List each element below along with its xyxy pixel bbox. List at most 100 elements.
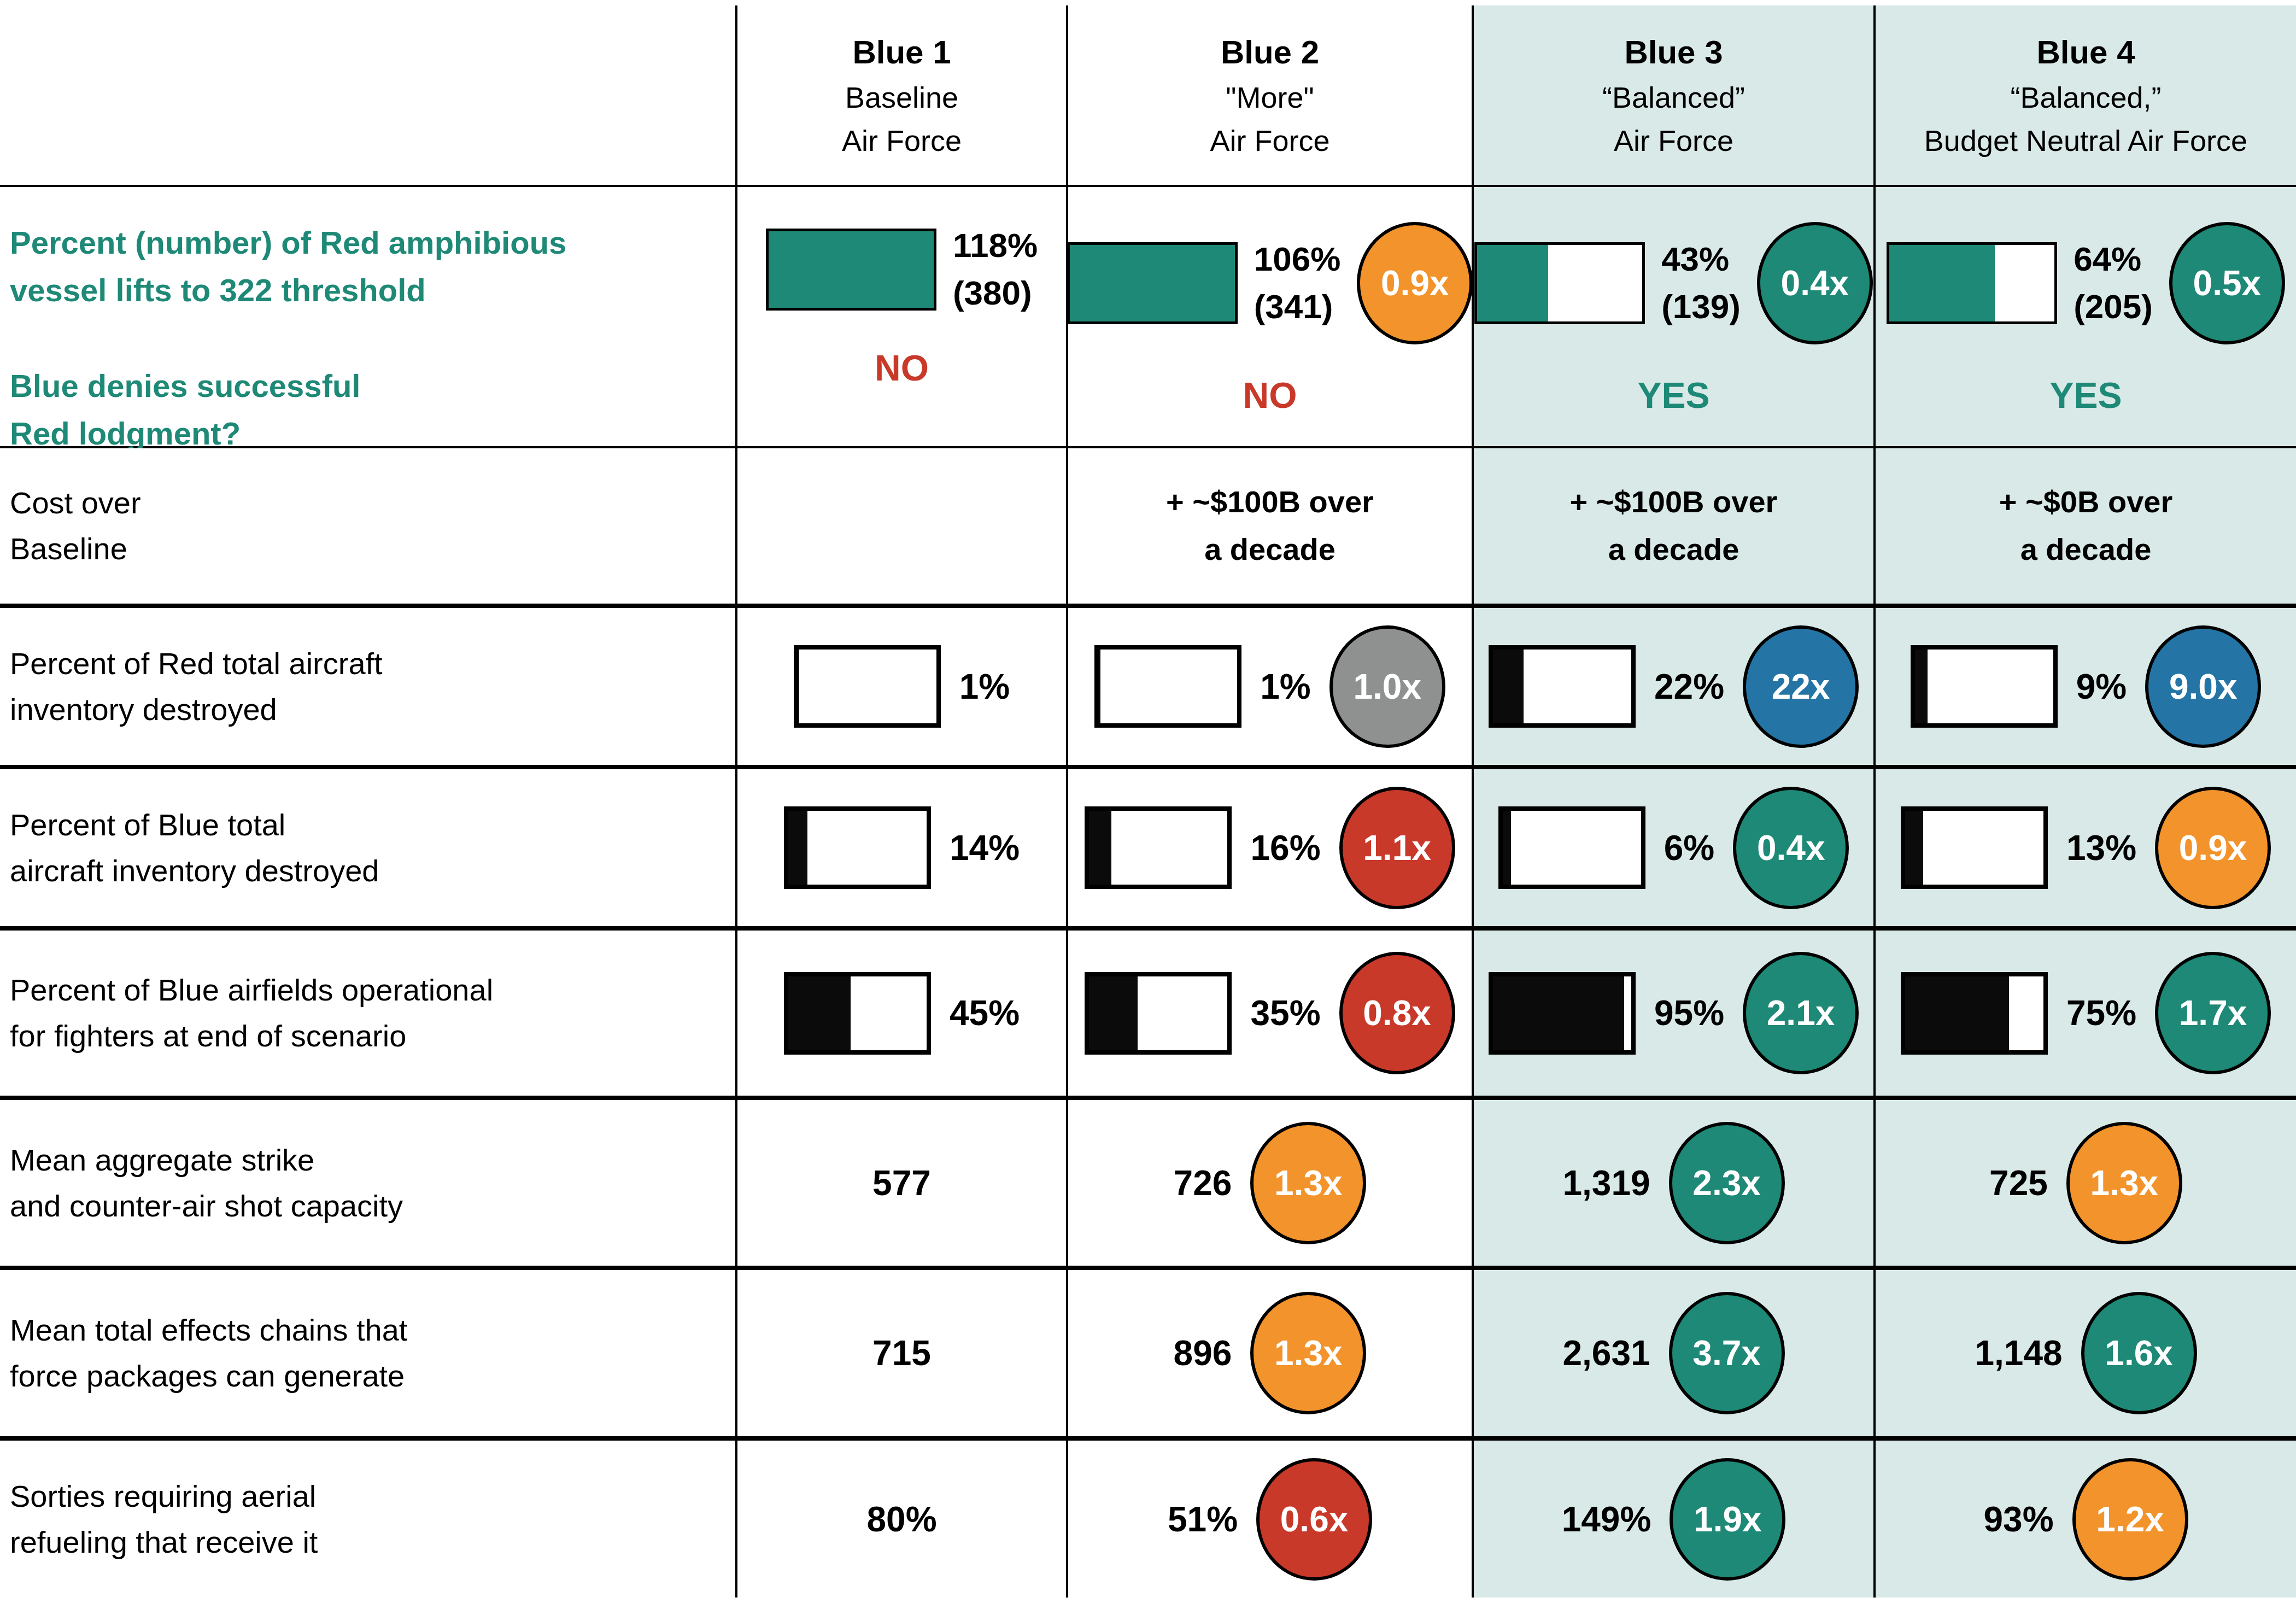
column-title: Blue 4 (2036, 28, 2135, 76)
metric-value: 1,148 (1975, 1333, 2062, 1373)
label-effects-chains: Mean total effects chains that force pac… (0, 1270, 735, 1441)
cell-airfields-blue-1: 45% (735, 931, 1066, 1100)
ratio-badge: 3.7x (1669, 1292, 1785, 1414)
cell-shots-blue-4: 725 1.3x (1873, 1100, 2296, 1270)
ratio-badge: 0.4x (1757, 222, 1873, 344)
ratio-badge: 9.0x (2145, 625, 2261, 748)
percent-value: 14% (950, 828, 1020, 868)
cost-text: + ~$0B over (1999, 478, 2173, 526)
header-blue-3: Blue 3 “Balanced” Air Force (1472, 5, 1873, 187)
ratio-badge: 1.0x (1329, 625, 1445, 748)
cell-shots-blue-2: 726 1.3x (1066, 1100, 1472, 1270)
bar-fill (1889, 245, 1995, 321)
cell-refuel-blue-3: 149% 1.9x (1472, 1441, 1873, 1598)
cell-cost-blue-3: + ~$100B over a decade (1472, 448, 1873, 608)
bar-fill (788, 976, 851, 1050)
percent-bar (794, 645, 941, 728)
ratio-badge: 0.4x (1733, 787, 1849, 909)
ratio-badge: 0.5x (2169, 222, 2285, 344)
metric-value: 726 (1174, 1163, 1232, 1203)
bar-fill (1493, 650, 1524, 723)
cell-blue-destroyed-blue-1: 14% (735, 769, 1066, 931)
count-value: (380) (953, 270, 1038, 317)
cell-cost-blue-4: + ~$0B over a decade (1873, 448, 2296, 608)
percent-value: 64% (2074, 236, 2153, 283)
column-title: Blue 1 (852, 28, 951, 76)
percent-value: 35% (1250, 993, 1320, 1033)
ratio-badge: 0.6x (1256, 1458, 1372, 1581)
percent-value: 13% (2066, 828, 2136, 868)
lodgment-verdict: NO (1068, 375, 1472, 416)
percent-bar (1901, 806, 2048, 889)
percent-value: 106% (1254, 236, 1341, 283)
cell-red-destroyed-blue-1: 1% (735, 608, 1066, 769)
metric-value: 715 (872, 1333, 931, 1373)
ratio-badge: 2.3x (1669, 1122, 1785, 1244)
cost-text: a decade (1608, 526, 1739, 574)
metric-value: 725 (1989, 1163, 2048, 1203)
metric-value: 93% (1983, 1499, 2053, 1540)
cell-refuel-blue-4: 93% 1.2x (1873, 1441, 2296, 1598)
percent-bar (784, 806, 931, 889)
vessel-lift-bar (766, 229, 936, 311)
count-value: (341) (1254, 283, 1341, 331)
cell-shots-blue-3: 1,319 2.3x (1472, 1100, 1873, 1270)
bar-fill (1089, 976, 1138, 1050)
column-title: Blue 3 (1624, 28, 1723, 76)
cell-chains-blue-3: 2,631 3.7x (1472, 1270, 1873, 1441)
ratio-badge: 1.7x (2155, 952, 2271, 1074)
ratio-badge: 1.6x (2081, 1292, 2197, 1414)
header-corner-cell (0, 5, 735, 187)
metric-value: 2,631 (1562, 1333, 1650, 1373)
cell-chains-blue-2: 896 1.3x (1066, 1270, 1472, 1441)
percent-bar (1901, 972, 2048, 1055)
cell-cost-blue-2: + ~$100B over a decade (1066, 448, 1472, 608)
column-subtitle: Budget Neutral Air Force (1924, 119, 2247, 162)
percent-value: 45% (950, 993, 1020, 1033)
column-subtitle: Air Force (1210, 119, 1329, 162)
force-comparison-table: Blue 1 Baseline Air Force Blue 2 "More" … (0, 5, 2296, 1598)
column-subtitle: “Balanced,” (2010, 76, 2161, 119)
cell-airfields-blue-3: 95% 2.1x (1472, 931, 1873, 1100)
lodgment-verdict: YES (1474, 375, 1873, 416)
percent-bar (1489, 645, 1636, 728)
ratio-badge: 1.3x (1250, 1292, 1366, 1414)
vessel-lift-bar (1474, 242, 1645, 324)
percent-bar (1498, 806, 1645, 889)
header-blue-4: Blue 4 “Balanced,” Budget Neutral Air Fo… (1873, 5, 2296, 187)
column-subtitle: Air Force (842, 119, 962, 162)
label-red-destroyed: Percent of Red total aircraft inventory … (0, 608, 735, 769)
label-blue-destroyed: Percent of Blue total aircraft inventory… (0, 769, 735, 931)
column-subtitle: Air Force (1614, 119, 1733, 162)
label-refueling: Sorties requiring aerial refueling that … (0, 1441, 735, 1598)
percent-value: 1% (1260, 666, 1311, 707)
percent-bar (1911, 645, 2058, 728)
percent-value: 43% (1661, 236, 1741, 283)
ratio-badge: 1.2x (2072, 1458, 2188, 1581)
bar-fill (1905, 811, 1923, 885)
percent-bar (1489, 972, 1636, 1055)
column-subtitle: Baseline (845, 76, 958, 119)
metric-value: 51% (1168, 1499, 1238, 1540)
lodgment-verdict: YES (1876, 375, 2296, 416)
cell-airfields-blue-4: 75% 1.7x (1873, 931, 2296, 1100)
cell-refuel-blue-2: 51% 0.6x (1066, 1441, 1472, 1598)
label-cost: Cost over Baseline (0, 448, 735, 608)
metric-value: 80% (866, 1499, 936, 1540)
cell-blue-destroyed-blue-3: 6% 0.4x (1472, 769, 1873, 931)
cost-text: a decade (2020, 526, 2152, 574)
cost-text: a decade (1204, 526, 1336, 574)
percent-value: 95% (1654, 993, 1724, 1033)
cell-blue-destroyed-blue-4: 13% 0.9x (1873, 769, 2296, 931)
cell-vessel-blue-1: 118% (380) NO (735, 187, 1066, 448)
cell-refuel-blue-1: 80% (735, 1441, 1066, 1598)
metric-value: 896 (1174, 1333, 1232, 1373)
ratio-badge: 1.9x (1670, 1458, 1785, 1581)
percent-bar (1094, 645, 1241, 728)
percent-value: 6% (1664, 828, 1715, 868)
percent-value: 9% (2076, 666, 2127, 707)
bar-fill (769, 231, 934, 308)
percent-value: 1% (959, 666, 1010, 707)
bar-fill (1905, 976, 2009, 1050)
metric-value: 1,319 (1562, 1163, 1650, 1203)
